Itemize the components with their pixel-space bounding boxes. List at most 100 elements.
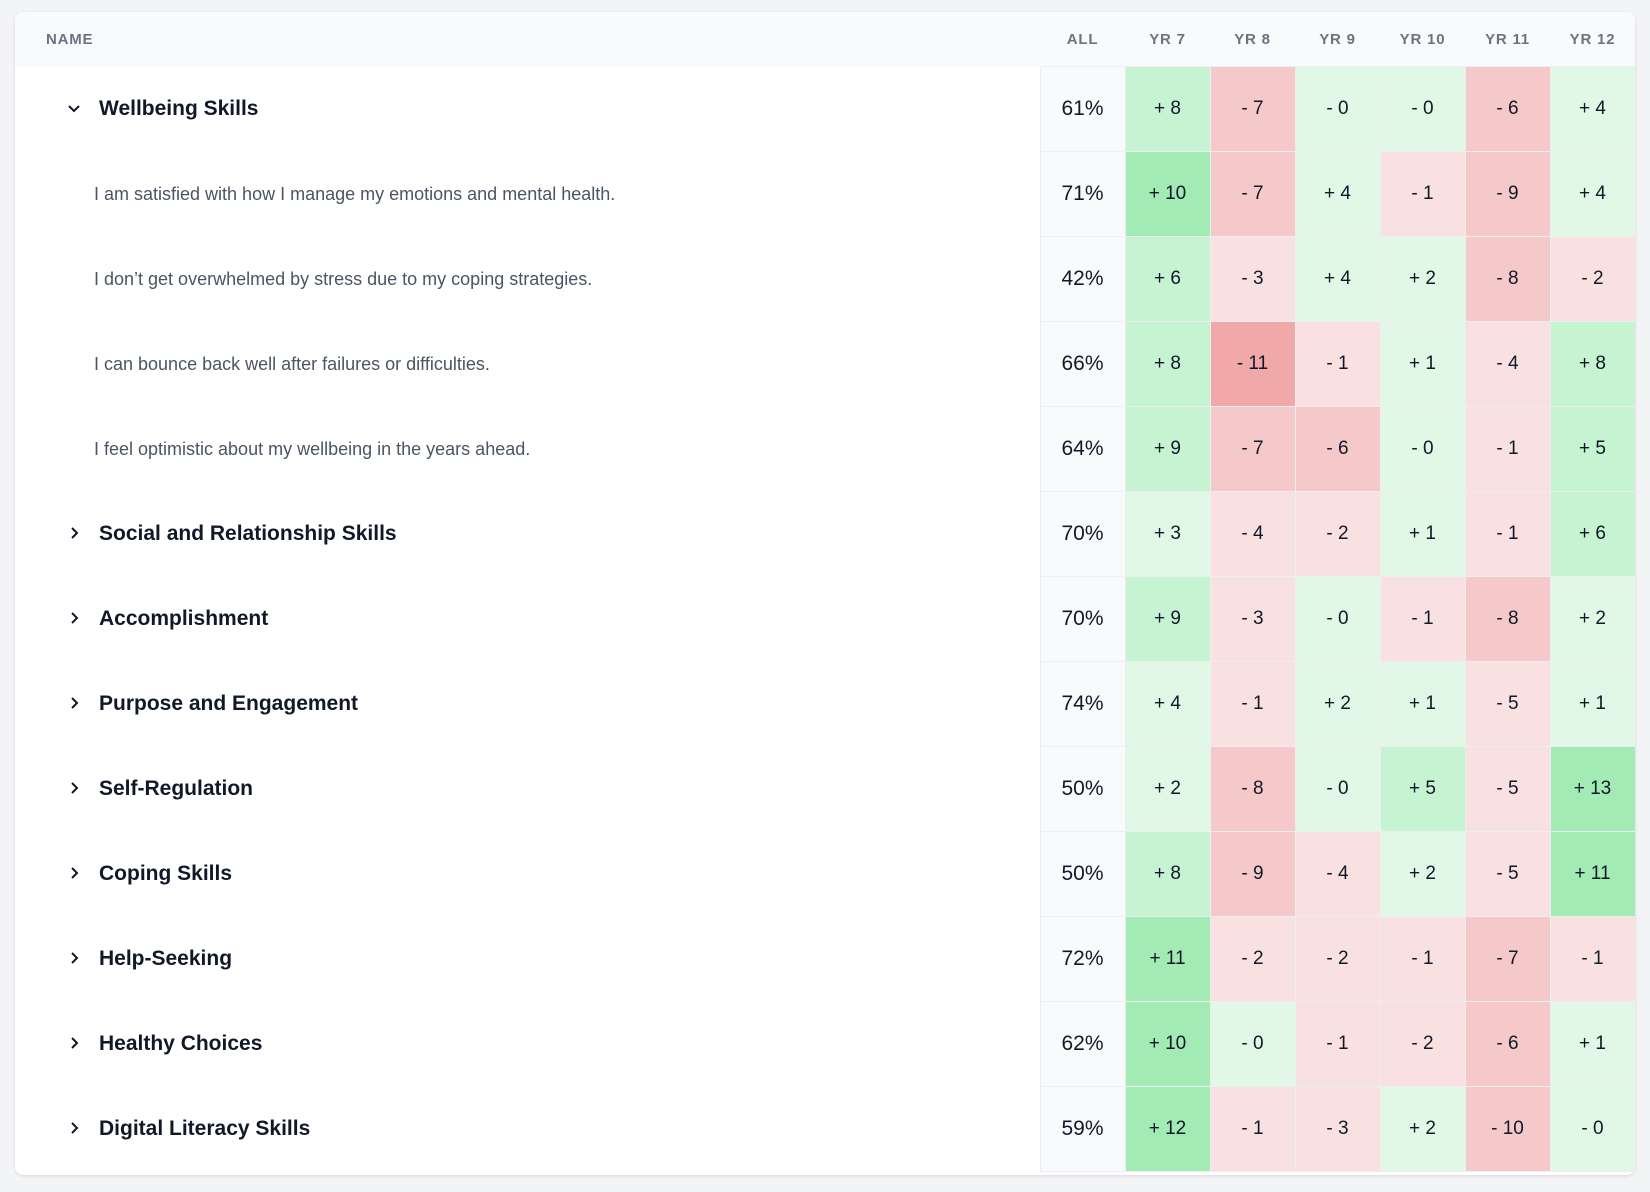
change-cell: - 9 <box>1464 151 1551 237</box>
change-cell: - 8 <box>1464 236 1551 322</box>
chevron-right[interactable] <box>67 951 81 965</box>
change-cell: - 1 <box>1294 1001 1381 1087</box>
change-cell: - 4 <box>1294 831 1381 917</box>
name-cell: Purpose and Engagement <box>15 662 1040 747</box>
expand-toggle[interactable] <box>67 607 87 631</box>
all-cell: 61% <box>1039 66 1126 152</box>
change-cell: - 0 <box>1209 1001 1296 1087</box>
change-cell: + 4 <box>1124 661 1211 747</box>
change-cell: + 6 <box>1124 236 1211 322</box>
name-cell: Self-Regulation <box>15 747 1040 832</box>
change-cell: + 10 <box>1124 1001 1211 1087</box>
change-cell: - 6 <box>1464 66 1551 152</box>
change-cell: - 9 <box>1209 831 1296 917</box>
change-cell: - 11 <box>1209 321 1296 407</box>
group-row: Healthy Choices 62% + 10- 0- 1- 2- 6 + 1 <box>15 1001 1635 1087</box>
change-cell: - 3 <box>1209 236 1296 322</box>
change-cell: - 1 <box>1549 916 1635 1002</box>
change-cell: + 8 <box>1124 66 1211 152</box>
expand-toggle[interactable] <box>67 97 87 121</box>
change-cell: - 3 <box>1294 1086 1381 1172</box>
item-name: I am satisfied with how I manage my emot… <box>94 183 616 204</box>
change-cell: - 8 <box>1209 746 1296 832</box>
chevron-right[interactable] <box>67 1036 81 1050</box>
change-cell: + 2 <box>1379 831 1466 917</box>
column-header: YR 9 <box>1295 12 1380 67</box>
name-cell: Accomplishment <box>15 577 1040 662</box>
change-cell: - 1 <box>1464 406 1551 492</box>
name-cell: I don’t get overwhelmed by stress due to… <box>15 237 1040 322</box>
change-cell: - 5 <box>1464 831 1551 917</box>
change-cell: - 0 <box>1294 66 1381 152</box>
change-cell: - 2 <box>1209 916 1296 1002</box>
expand-toggle[interactable] <box>67 692 87 716</box>
expand-toggle[interactable] <box>67 947 87 971</box>
item-name: I don’t get overwhelmed by stress due to… <box>94 268 593 289</box>
item-row: I am satisfied with how I manage my emot… <box>15 151 1635 237</box>
chevron-down[interactable] <box>67 101 81 115</box>
name-cell: I can bounce back well after failures or… <box>15 322 1040 407</box>
change-cell: - 2 <box>1379 1001 1466 1087</box>
group-name: Purpose and Engagement <box>99 691 359 715</box>
group-name: Social and Relationship Skills <box>99 521 397 545</box>
change-cell: - 2 <box>1294 491 1381 577</box>
all-cell: 42% <box>1039 236 1126 322</box>
group-row: Help-Seeking 72% + 11- 2- 2- 1- 7- 1 <box>15 916 1635 1002</box>
name-cell: Wellbeing Skills <box>15 67 1040 152</box>
all-cell: 50% <box>1039 831 1126 917</box>
change-cell: + 12 <box>1124 1086 1211 1172</box>
change-cell: - 1 <box>1379 151 1466 237</box>
column-header: YR 8 <box>1210 12 1295 67</box>
item-row: I feel optimistic about my wellbeing in … <box>15 406 1635 492</box>
change-cell: - 7 <box>1209 151 1296 237</box>
change-cell: - 7 <box>1209 406 1296 492</box>
group-name: Self-Regulation <box>99 776 254 800</box>
change-cell: + 11 <box>1124 916 1211 1002</box>
expand-toggle[interactable] <box>67 522 87 546</box>
change-cell: + 4 <box>1549 66 1635 152</box>
column-header: NAME <box>15 12 1040 67</box>
change-cell: - 8 <box>1464 576 1551 662</box>
chevron-right[interactable] <box>67 526 81 540</box>
change-cell: + 9 <box>1124 576 1211 662</box>
group-name: Coping Skills <box>99 861 233 885</box>
change-cell: + 1 <box>1379 491 1466 577</box>
chevron-right[interactable] <box>67 866 81 880</box>
group-name: Healthy Choices <box>99 1031 263 1055</box>
column-header: ALL <box>1040 12 1125 67</box>
group-row: Coping Skills 50% + 8- 9- 4 + 2- 5 + 11 <box>15 831 1635 917</box>
change-cell: + 1 <box>1379 321 1466 407</box>
change-cell: - 10 <box>1464 1086 1551 1172</box>
item-name: I feel optimistic about my wellbeing in … <box>94 438 531 459</box>
change-cell: - 4 <box>1209 491 1296 577</box>
expand-toggle[interactable] <box>67 1117 87 1141</box>
change-cell: - 1 <box>1464 491 1551 577</box>
all-cell: 70% <box>1039 576 1126 662</box>
change-cell: + 2 <box>1294 661 1381 747</box>
change-cell: + 2 <box>1379 1086 1466 1172</box>
name-cell: Help-Seeking <box>15 917 1040 1002</box>
all-cell: 64% <box>1039 406 1126 492</box>
expand-toggle[interactable] <box>67 1032 87 1056</box>
change-cell: + 4 <box>1294 151 1381 237</box>
change-cell: - 5 <box>1464 746 1551 832</box>
chevron-right[interactable] <box>67 781 81 795</box>
name-cell: I feel optimistic about my wellbeing in … <box>15 407 1040 492</box>
change-cell: - 0 <box>1294 746 1381 832</box>
expand-toggle[interactable] <box>67 777 87 801</box>
group-row: Social and Relationship Skills 70% + 3- 4-… <box>15 491 1635 577</box>
change-cell: - 0 <box>1379 406 1466 492</box>
change-cell: - 1 <box>1294 321 1381 407</box>
expand-toggle[interactable] <box>67 862 87 886</box>
table-card: NAME ALL YR 7 YR 8 YR 9 YR 10 YR 11 YR 12 Wellb… <box>15 12 1635 1175</box>
change-cell: + 13 <box>1549 746 1635 832</box>
column-header: YR 11 <box>1465 12 1550 67</box>
change-cell: + 6 <box>1549 491 1635 577</box>
chevron-right[interactable] <box>67 611 81 625</box>
chevron-right[interactable] <box>67 696 81 710</box>
group-row: Digital Literacy Skills 59% + 12- 1- 3 + 2-… <box>15 1086 1635 1172</box>
change-cell: - 6 <box>1294 406 1381 492</box>
chevron-right[interactable] <box>67 1121 81 1135</box>
change-cell: + 2 <box>1124 746 1211 832</box>
change-cell: + 1 <box>1379 661 1466 747</box>
